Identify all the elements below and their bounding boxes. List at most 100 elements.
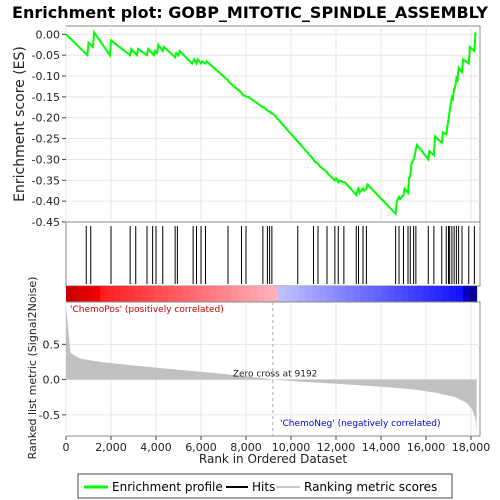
ranking-metric-area [66,305,477,433]
hits-markers [85,226,475,284]
color-bar-segment [175,286,183,302]
color-bar-segment [168,286,176,302]
metric-axis-label: Ranked list metric (Signal2Noise) [26,277,39,460]
color-bar-segment [401,286,409,302]
color-bar-segment [312,286,320,302]
color-bar-segment [408,286,416,302]
es-y-tick-label: -0.30 [32,153,60,166]
color-bar-segment [216,286,224,302]
color-bar-segment [326,286,334,302]
color-bar-segment [66,286,74,302]
x-tick-label: 8,000 [230,441,262,454]
color-bar-segment [360,286,368,302]
color-bar-segment [100,286,108,302]
es-y-axis: 0.00 -0.05 -0.10 -0.15 -0.20 -0.25 -0.30 -0.35 -… [32,28,66,229]
metric-y-tick-label: -0.5 [39,409,60,422]
color-bar-segment [462,286,471,302]
x-tick-label: 18,000 [452,441,491,454]
color-bar-segment [285,286,293,302]
x-tick-label: 16,000 [407,441,446,454]
color-bar-segment [387,286,395,302]
color-bar-segment [120,286,129,302]
es-y-tick-label: -0.10 [32,70,60,83]
color-bar-segment [202,286,211,302]
color-bar-segment [332,286,341,302]
color-bar-segment [380,286,389,302]
color-bar-segment [189,286,197,302]
x-tick-label: 10,000 [272,441,311,454]
color-bar-segment [257,286,265,302]
x-tick-label: 0 [63,441,70,454]
es-y-tick-label: -0.25 [32,133,60,146]
chart-title: Enrichment plot: GOBP_MITOTIC_SPINDLE_AS… [12,3,488,22]
legend-hits-label: Hits [252,480,275,494]
color-bar-segment [319,286,327,302]
es-axis-label: Enrichment score (ES) [12,46,28,202]
color-bar-segment [449,286,457,302]
color-bar-segment [469,286,478,302]
es-y-tick-label: -0.40 [32,195,60,208]
color-bar-segment [250,286,259,302]
color-bar-segment [346,286,354,302]
zero-cross-label: Zero cross at 9192 [233,370,318,380]
x-axis-label: Rank in Ordered Dataset [199,452,347,466]
color-bar-segment [127,286,135,302]
es-y-tick-label: -0.05 [32,49,60,62]
color-bar-segment [367,286,375,302]
color-bar-segment [230,286,238,302]
enrichment-profile-line [65,29,477,216]
color-bar-segment [278,286,286,302]
color-bar-segment [264,286,272,302]
color-bar-segment [291,286,300,302]
color-bar-segment [456,286,464,302]
neg-correlated-label: 'ChemoNeg' (negatively correlated) [280,419,441,429]
color-bar-segment [237,286,245,302]
es-y-tick-label: -0.35 [32,174,60,187]
color-bar-segment [421,286,430,302]
color-bar-segment [223,286,231,302]
color-bar-segment [154,286,163,302]
color-bar-segment [415,286,423,302]
color-bar-segment [435,286,443,302]
color-bar-segment [442,286,450,302]
color-bar-segment [79,286,88,302]
x-tick-label: 6,000 [185,441,217,454]
color-bar-segment [86,286,94,302]
color-bar-segment [148,286,156,302]
color-bar-segment [93,286,101,302]
x-tick-label: 12,000 [317,441,356,454]
metric-y-tick-label: 0.5 [43,338,61,351]
x-tick-label: 2,000 [95,441,127,454]
x-tick-label: 14,000 [362,441,401,454]
color-bar-segment [196,286,204,302]
color-bar-segment [428,286,437,302]
pos-correlated-label: 'ChemoPos' (positively correlated) [70,305,224,315]
color-bar-segment [134,286,142,302]
color-bar-segment [305,286,313,302]
color-bar-segment [161,286,170,302]
x-tick-label: 4,000 [140,441,172,454]
color-bar-segment [373,286,382,302]
color-bar-segment [141,286,149,302]
es-y-tick-label: 0.00 [36,28,61,41]
color-bar-segment [182,286,190,302]
x-axis: 0 2,000 4,000 6,000 8,000 10,000 12,000 14,000 1… [63,436,491,454]
legend-box [77,473,453,499]
color-bar-segment [243,286,252,302]
color-bar-segment [298,286,307,302]
color-bar-segment [353,286,361,302]
es-grid [65,26,480,223]
color-bar-segment [107,286,115,302]
color-bar-segment [339,286,348,302]
color-bar-segment [113,286,122,302]
color-bar-segment [209,286,218,302]
legend-enrichment-label: Enrichment profile [112,480,223,494]
rank-color-bar [66,286,478,302]
hits-panel-frame [65,221,481,287]
color-bar-segment [72,286,81,302]
es-y-tick-label: -0.20 [32,112,60,125]
legend-metric-label: Ranking metric scores [304,480,437,494]
color-bar-segment [271,286,279,302]
